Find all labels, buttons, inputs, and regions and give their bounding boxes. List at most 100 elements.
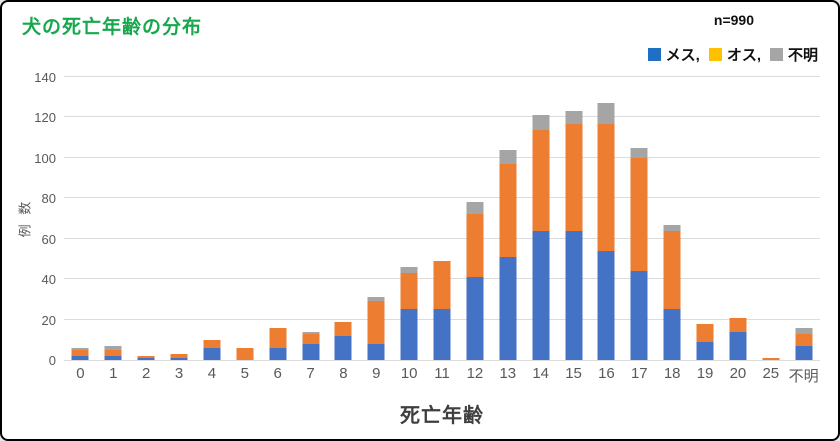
legend-swatch-unknown xyxy=(769,48,783,61)
bar-column-12 xyxy=(459,77,492,360)
bar-segment-unknown xyxy=(71,347,89,350)
bar-segment-male xyxy=(762,357,780,360)
bar-column-0 xyxy=(64,77,97,360)
bar-segment-female xyxy=(400,309,418,360)
bar-stack-16 xyxy=(597,103,615,360)
bar-segment-male xyxy=(466,214,484,278)
bar-stack-20 xyxy=(729,317,747,360)
chart-title: 犬の死亡年齢の分布 xyxy=(22,17,203,38)
bar-stack-3 xyxy=(170,353,188,360)
bar-segment-female xyxy=(663,309,681,360)
bar-segment-female xyxy=(203,347,221,360)
bar-segment-female xyxy=(302,343,320,360)
bar-stack-10 xyxy=(400,267,418,360)
x-tick-label-20: 20 xyxy=(729,365,747,382)
y-tick-label-0: 0 xyxy=(48,353,56,368)
x-tick-label-9: 9 xyxy=(372,365,381,382)
bar-segment-female xyxy=(170,357,188,360)
bar-segment-male xyxy=(334,321,352,336)
bar-stack-14 xyxy=(532,115,550,360)
bar-stack-25 xyxy=(762,357,780,360)
x-tick-label-5: 5 xyxy=(240,365,249,382)
legend-swatch-female xyxy=(647,48,661,61)
bar-segment-female xyxy=(71,355,89,360)
bar-column-6 xyxy=(261,77,294,360)
x-tick-label-16: 16 xyxy=(598,365,615,382)
bar-column-18 xyxy=(656,77,689,360)
bar-stack-8 xyxy=(334,321,352,360)
x-tick-label-18: 18 xyxy=(663,365,681,382)
x-tick-label-25: 25 xyxy=(762,365,780,382)
bar-segment-male xyxy=(532,129,550,231)
legend: メス, オス, 不明 xyxy=(647,44,818,65)
y-tick-label-120: 120 xyxy=(34,110,56,126)
x-tick-label-不明: 不明 xyxy=(788,368,819,385)
bar-column-25 xyxy=(754,77,787,360)
y-tick-label-20: 20 xyxy=(41,312,56,328)
bar-stack-4 xyxy=(203,339,221,360)
bar-stack-13 xyxy=(499,149,517,360)
bar-column-20 xyxy=(722,77,755,360)
bar-stack-19 xyxy=(696,323,714,360)
x-tick-label-15: 15 xyxy=(565,365,582,382)
bar-segment-male xyxy=(630,157,648,272)
bar-segment-unknown xyxy=(499,149,517,164)
bar-stack-9 xyxy=(367,297,385,360)
bar-stack-15 xyxy=(565,111,583,360)
bar-segment-unknown xyxy=(400,267,418,274)
bar-column-15 xyxy=(557,77,590,360)
sample-size-label: n=990 xyxy=(713,12,754,28)
bar-segment-male xyxy=(203,339,221,348)
legend-item-female: メス, xyxy=(647,44,700,65)
y-tick-label-60: 60 xyxy=(41,231,56,247)
x-axis-tick-labels: 0 1 2 3 4 5 6 7 8 9 10 11 12 13 14 15 16 17 18 19 20 25 不明 xyxy=(64,365,820,386)
legend-label-unknown: 不明 xyxy=(787,47,818,64)
x-tick-label-10: 10 xyxy=(400,365,418,382)
bar-segment-unknown xyxy=(302,331,320,334)
legend-item-male: オス, xyxy=(708,44,761,65)
bar-segment-male xyxy=(597,123,615,251)
y-tick-label-100: 100 xyxy=(34,150,56,166)
bar-segment-female xyxy=(532,230,550,360)
bar-segment-male xyxy=(400,273,418,310)
gridline-80 xyxy=(64,197,820,199)
bar-column-3 xyxy=(163,77,196,360)
bar-stack-11 xyxy=(433,260,451,360)
bar-segment-female xyxy=(565,230,583,360)
bar-segment-unknown xyxy=(532,115,550,130)
bar-segment-unknown xyxy=(565,111,583,124)
bar-column-19 xyxy=(689,77,722,360)
bar-segment-male xyxy=(729,317,747,332)
bar-column-2 xyxy=(130,77,163,360)
bar-segment-male xyxy=(137,355,155,358)
bar-segment-female xyxy=(367,343,385,360)
x-tick-label-7: 7 xyxy=(306,365,315,382)
bar-column-11 xyxy=(426,77,459,360)
x-tick-label-4: 4 xyxy=(207,365,217,382)
bar-column-8 xyxy=(327,77,360,360)
bar-segment-male xyxy=(663,230,681,310)
bar-stack-0 xyxy=(71,347,89,360)
bar-segment-unknown xyxy=(597,103,615,124)
bar-stack-2 xyxy=(137,355,155,360)
bar-segment-female xyxy=(630,271,648,360)
bar-segment-male xyxy=(302,333,320,344)
x-tick-label-1: 1 xyxy=(109,365,118,382)
bar-column-10 xyxy=(393,77,426,360)
bar-segment-female xyxy=(433,309,451,360)
legend-swatch-male xyxy=(708,48,722,61)
bar-column-16 xyxy=(590,77,623,360)
bar-segment-male xyxy=(433,260,451,310)
bar-segment-female xyxy=(499,256,517,360)
x-tick-label-8: 8 xyxy=(339,365,348,382)
gridline-120 xyxy=(64,116,820,118)
bar-column-4 xyxy=(196,77,229,360)
x-axis-title: 死亡年齢 xyxy=(400,405,484,427)
x-tick-label-2: 2 xyxy=(142,365,151,382)
bar-segment-female xyxy=(696,341,714,360)
bar-segment-male xyxy=(236,347,254,360)
bar-stack-7 xyxy=(302,331,320,360)
bar-stack-17 xyxy=(630,147,648,360)
bar-segment-male xyxy=(565,123,583,231)
